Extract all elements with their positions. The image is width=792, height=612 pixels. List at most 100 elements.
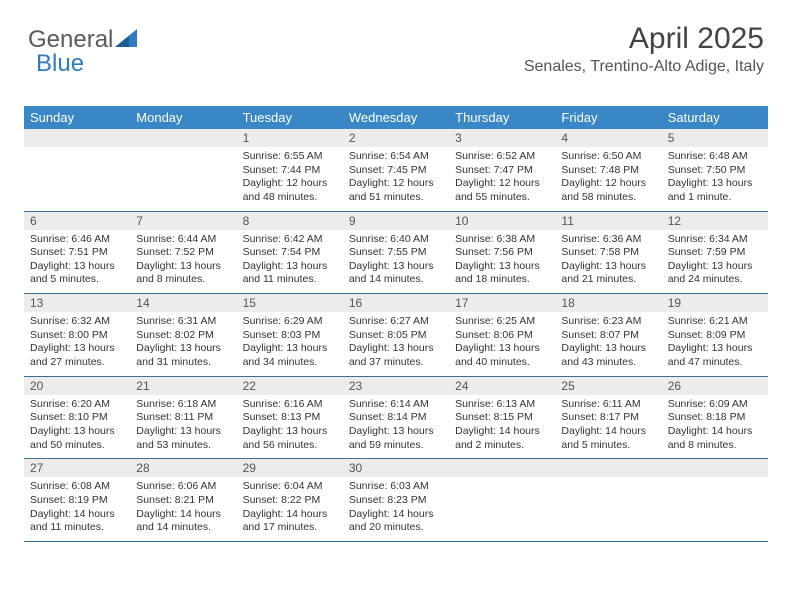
sunrise-text: Sunrise: 6:11 AM [561, 398, 655, 412]
day-number: 13 [24, 294, 130, 312]
logo-triangle-icon [115, 26, 137, 54]
day-number: 6 [24, 212, 130, 230]
day-body: Sunrise: 6:27 AMSunset: 8:05 PMDaylight:… [343, 312, 449, 376]
day-cell: 13Sunrise: 6:32 AMSunset: 8:00 PMDayligh… [24, 294, 130, 376]
sunrise-text: Sunrise: 6:40 AM [349, 233, 443, 247]
day-cell: 9Sunrise: 6:40 AMSunset: 7:55 PMDaylight… [343, 212, 449, 294]
day-cell: 12Sunrise: 6:34 AMSunset: 7:59 PMDayligh… [662, 212, 768, 294]
day-number: 5 [662, 129, 768, 147]
day-number: 1 [237, 129, 343, 147]
day-cell: 5Sunrise: 6:48 AMSunset: 7:50 PMDaylight… [662, 129, 768, 211]
sunset-text: Sunset: 7:58 PM [561, 246, 655, 260]
sunset-text: Sunset: 7:48 PM [561, 164, 655, 178]
daylight-text: Daylight: 14 hours and 14 minutes. [136, 508, 230, 535]
day-body: Sunrise: 6:46 AMSunset: 7:51 PMDaylight:… [24, 230, 130, 294]
daylight-text: Daylight: 14 hours and 8 minutes. [668, 425, 762, 452]
sunrise-text: Sunrise: 6:09 AM [668, 398, 762, 412]
sunset-text: Sunset: 7:59 PM [668, 246, 762, 260]
sunrise-text: Sunrise: 6:31 AM [136, 315, 230, 329]
sunset-text: Sunset: 7:45 PM [349, 164, 443, 178]
day-cell [24, 129, 130, 211]
day-cell: 17Sunrise: 6:25 AMSunset: 8:06 PMDayligh… [449, 294, 555, 376]
sunrise-text: Sunrise: 6:54 AM [349, 150, 443, 164]
daylight-text: Daylight: 13 hours and 53 minutes. [136, 425, 230, 452]
day-body: Sunrise: 6:31 AMSunset: 8:02 PMDaylight:… [130, 312, 236, 376]
sunrise-text: Sunrise: 6:04 AM [243, 480, 337, 494]
day-body: Sunrise: 6:20 AMSunset: 8:10 PMDaylight:… [24, 395, 130, 459]
logo-text-blue: Blue [36, 50, 84, 78]
day-cell: 23Sunrise: 6:14 AMSunset: 8:14 PMDayligh… [343, 377, 449, 459]
daylight-text: Daylight: 13 hours and 21 minutes. [561, 260, 655, 287]
sunset-text: Sunset: 7:47 PM [455, 164, 549, 178]
daylight-text: Daylight: 13 hours and 18 minutes. [455, 260, 549, 287]
day-header: Saturday [662, 106, 768, 129]
day-number: 24 [449, 377, 555, 395]
sunset-text: Sunset: 8:02 PM [136, 329, 230, 343]
day-body: Sunrise: 6:11 AMSunset: 8:17 PMDaylight:… [555, 395, 661, 459]
daylight-text: Daylight: 13 hours and 11 minutes. [243, 260, 337, 287]
day-body: Sunrise: 6:48 AMSunset: 7:50 PMDaylight:… [662, 147, 768, 211]
day-number: 22 [237, 377, 343, 395]
daylight-text: Daylight: 13 hours and 34 minutes. [243, 342, 337, 369]
sunrise-text: Sunrise: 6:50 AM [561, 150, 655, 164]
sunrise-text: Sunrise: 6:32 AM [30, 315, 124, 329]
day-header: Friday [555, 106, 661, 129]
day-body: Sunrise: 6:40 AMSunset: 7:55 PMDaylight:… [343, 230, 449, 294]
daylight-text: Daylight: 13 hours and 14 minutes. [349, 260, 443, 287]
day-body: Sunrise: 6:06 AMSunset: 8:21 PMDaylight:… [130, 477, 236, 541]
day-body: Sunrise: 6:09 AMSunset: 8:18 PMDaylight:… [662, 395, 768, 459]
sunrise-text: Sunrise: 6:25 AM [455, 315, 549, 329]
sunrise-text: Sunrise: 6:03 AM [349, 480, 443, 494]
daylight-text: Daylight: 13 hours and 37 minutes. [349, 342, 443, 369]
day-body [449, 477, 555, 486]
sunrise-text: Sunrise: 6:46 AM [30, 233, 124, 247]
header: April 2025 Senales, Trentino-Alto Adige,… [524, 22, 764, 76]
sunrise-text: Sunrise: 6:13 AM [455, 398, 549, 412]
day-body: Sunrise: 6:54 AMSunset: 7:45 PMDaylight:… [343, 147, 449, 211]
day-number: 18 [555, 294, 661, 312]
day-cell [130, 129, 236, 211]
daylight-text: Daylight: 13 hours and 50 minutes. [30, 425, 124, 452]
sunset-text: Sunset: 8:22 PM [243, 494, 337, 508]
sunset-text: Sunset: 8:15 PM [455, 411, 549, 425]
day-cell: 24Sunrise: 6:13 AMSunset: 8:15 PMDayligh… [449, 377, 555, 459]
day-number: 14 [130, 294, 236, 312]
day-cell: 4Sunrise: 6:50 AMSunset: 7:48 PMDaylight… [555, 129, 661, 211]
week-row: 27Sunrise: 6:08 AMSunset: 8:19 PMDayligh… [24, 459, 768, 542]
day-body: Sunrise: 6:42 AMSunset: 7:54 PMDaylight:… [237, 230, 343, 294]
day-number: 29 [237, 459, 343, 477]
daylight-text: Daylight: 14 hours and 20 minutes. [349, 508, 443, 535]
day-number: 21 [130, 377, 236, 395]
daylight-text: Daylight: 13 hours and 59 minutes. [349, 425, 443, 452]
sunset-text: Sunset: 8:03 PM [243, 329, 337, 343]
day-cell: 14Sunrise: 6:31 AMSunset: 8:02 PMDayligh… [130, 294, 236, 376]
daylight-text: Daylight: 12 hours and 58 minutes. [561, 177, 655, 204]
location: Senales, Trentino-Alto Adige, Italy [524, 58, 764, 76]
sunset-text: Sunset: 8:05 PM [349, 329, 443, 343]
day-number: 30 [343, 459, 449, 477]
day-number [555, 459, 661, 477]
day-number: 8 [237, 212, 343, 230]
day-number: 11 [555, 212, 661, 230]
sunset-text: Sunset: 8:06 PM [455, 329, 549, 343]
sunrise-text: Sunrise: 6:06 AM [136, 480, 230, 494]
daylight-text: Daylight: 12 hours and 55 minutes. [455, 177, 549, 204]
daylight-text: Daylight: 13 hours and 27 minutes. [30, 342, 124, 369]
day-number: 20 [24, 377, 130, 395]
week-row: 1Sunrise: 6:55 AMSunset: 7:44 PMDaylight… [24, 129, 768, 212]
day-number: 10 [449, 212, 555, 230]
day-body: Sunrise: 6:18 AMSunset: 8:11 PMDaylight:… [130, 395, 236, 459]
day-body: Sunrise: 6:25 AMSunset: 8:06 PMDaylight:… [449, 312, 555, 376]
day-number: 7 [130, 212, 236, 230]
day-cell [555, 459, 661, 541]
sunrise-text: Sunrise: 6:55 AM [243, 150, 337, 164]
day-body: Sunrise: 6:36 AMSunset: 7:58 PMDaylight:… [555, 230, 661, 294]
daylight-text: Daylight: 13 hours and 8 minutes. [136, 260, 230, 287]
daylight-text: Daylight: 12 hours and 51 minutes. [349, 177, 443, 204]
day-body: Sunrise: 6:32 AMSunset: 8:00 PMDaylight:… [24, 312, 130, 376]
day-body: Sunrise: 6:16 AMSunset: 8:13 PMDaylight:… [237, 395, 343, 459]
day-body [555, 477, 661, 486]
week-row: 20Sunrise: 6:20 AMSunset: 8:10 PMDayligh… [24, 377, 768, 460]
day-number: 12 [662, 212, 768, 230]
sunrise-text: Sunrise: 6:08 AM [30, 480, 124, 494]
